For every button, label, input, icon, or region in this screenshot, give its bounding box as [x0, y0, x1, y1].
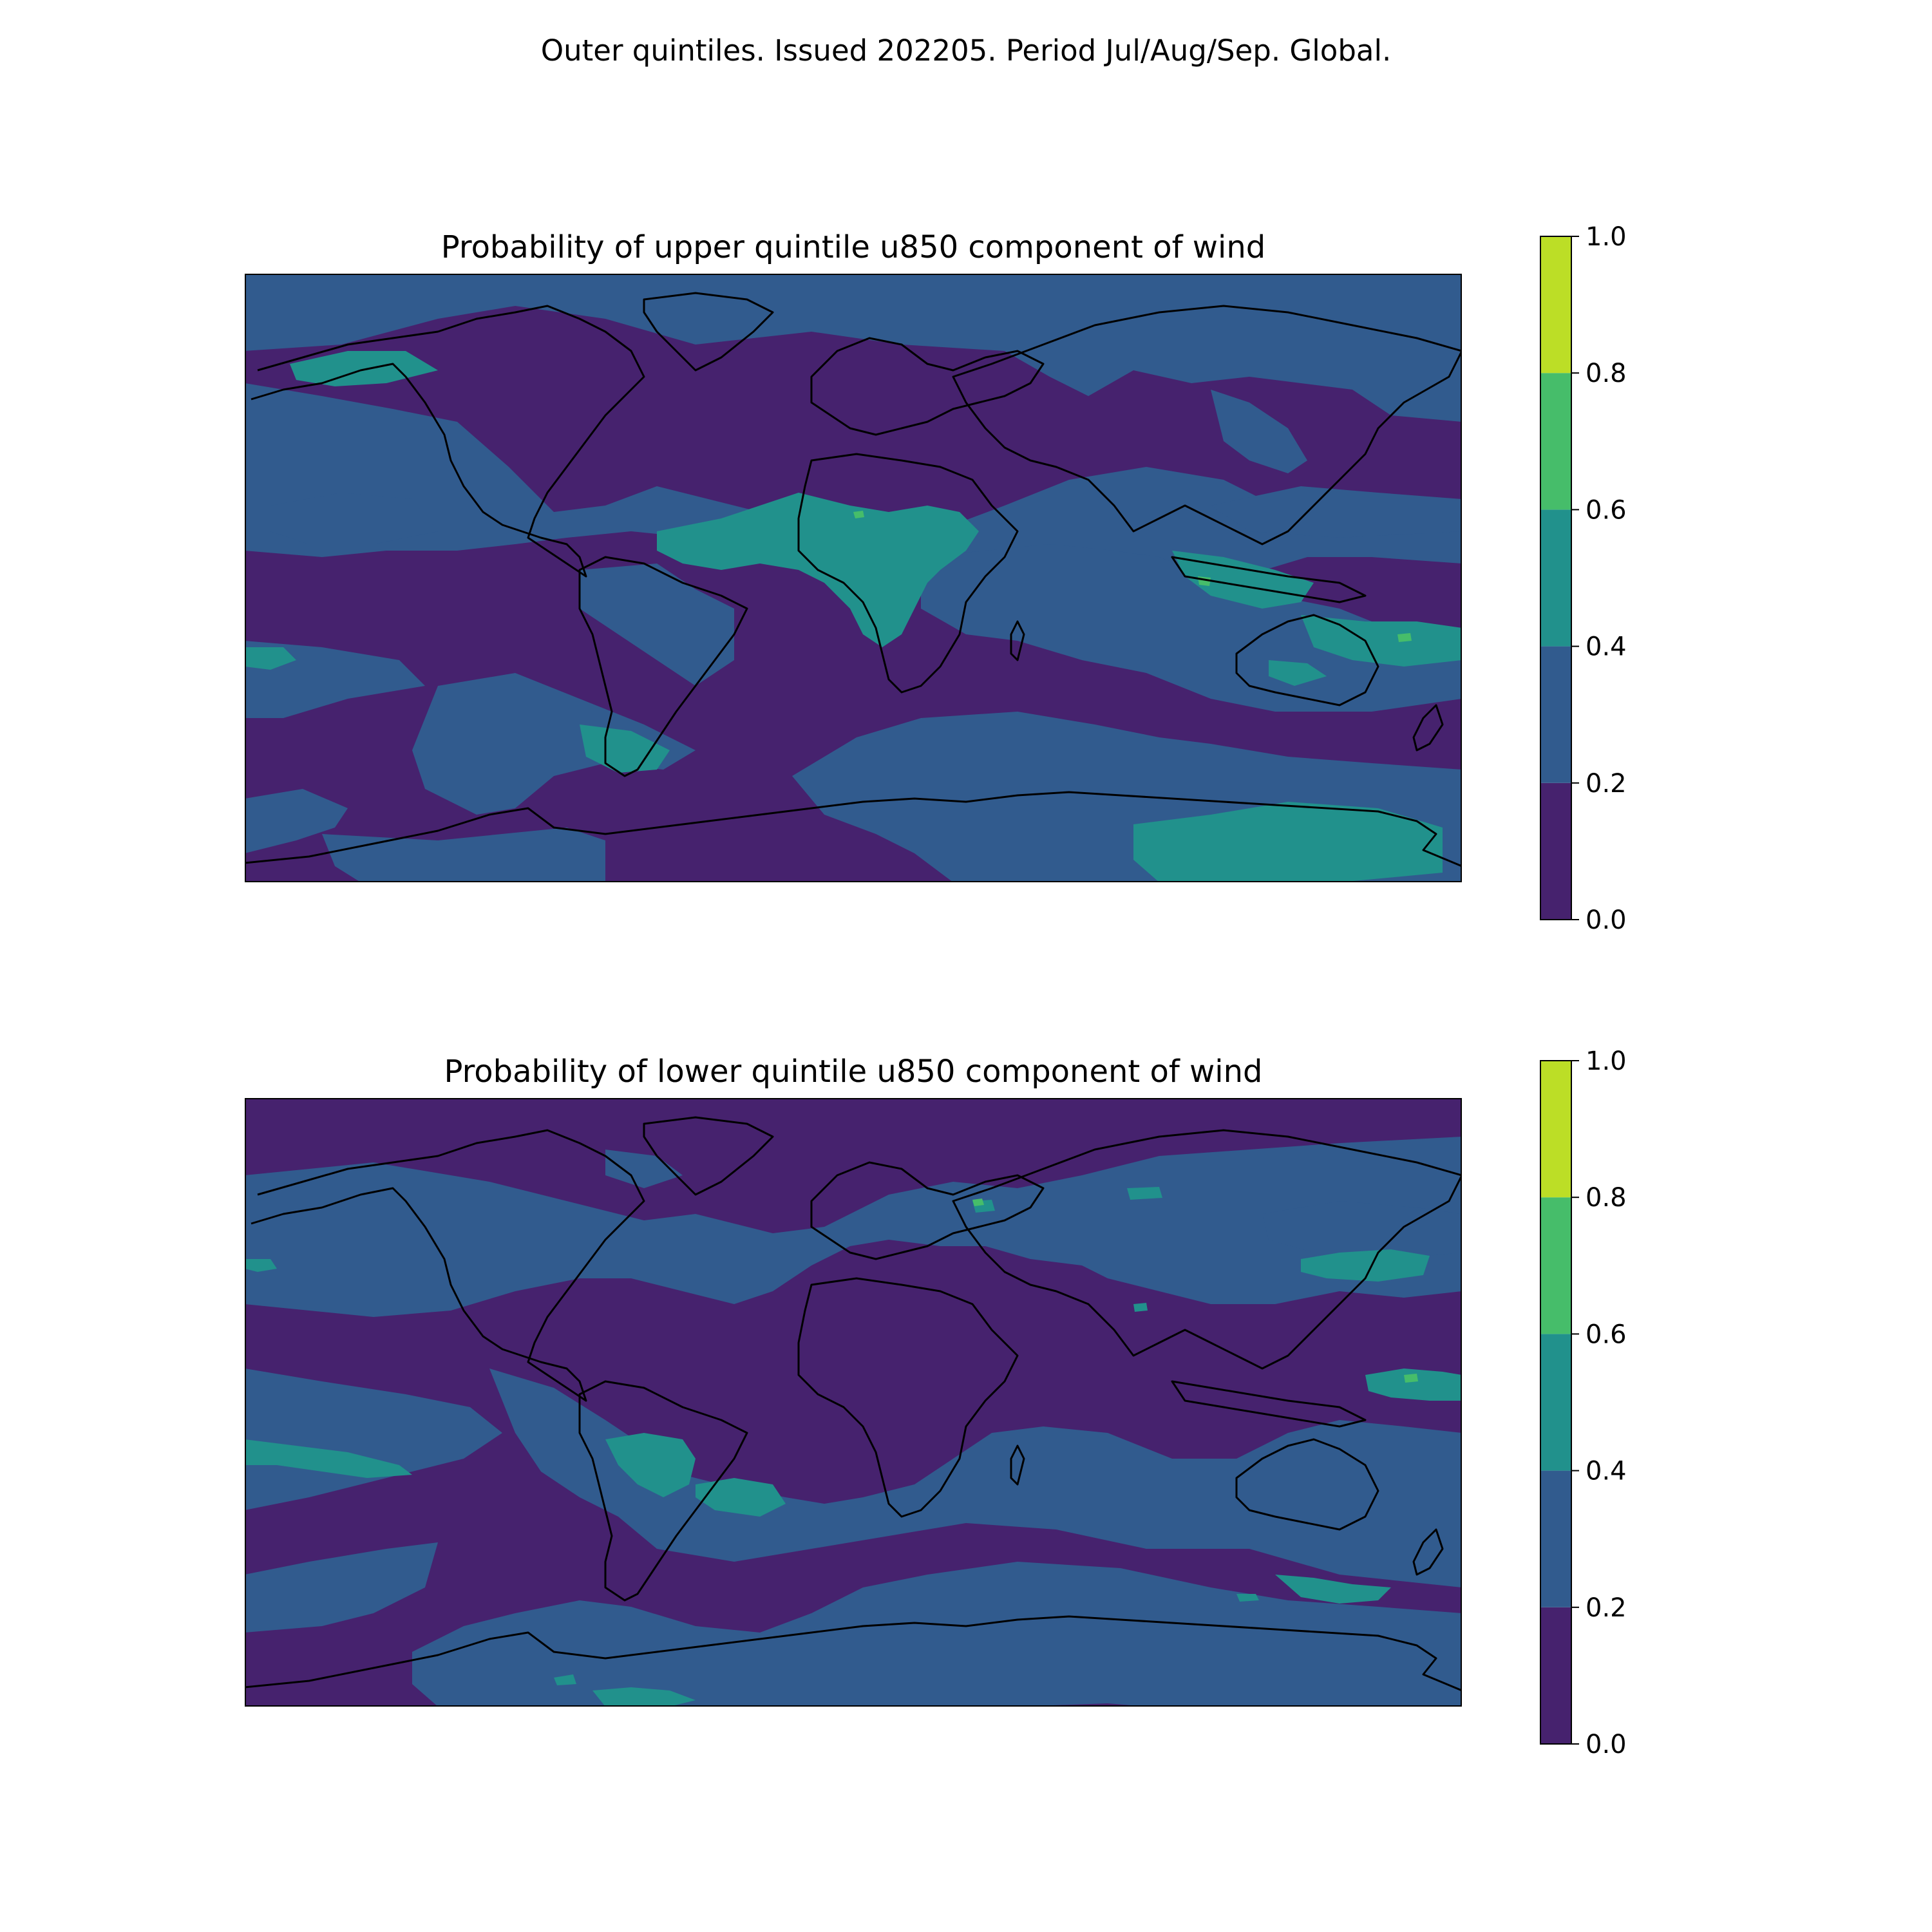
figure-title: Outer quintiles. Issued 202205. Period J…: [540, 33, 1392, 68]
colorbar-bin-0: [1540, 782, 1571, 920]
colorbar-bin-3: [1540, 373, 1571, 510]
colorbar-tick-label: 0.0: [1586, 1730, 1627, 1759]
colorbar-bin-1: [1540, 1470, 1571, 1607]
coastlines: [245, 292, 1462, 867]
colorbar-bin-1: [1540, 646, 1571, 783]
colorbar-bin-0: [1540, 1607, 1571, 1744]
lower-quintile-map: [245, 1098, 1462, 1707]
colorbar-frame: [1540, 1060, 1572, 1745]
colorbar-tick-label: 0.4: [1586, 632, 1627, 662]
coastlines: [245, 1116, 1462, 1692]
band-0.6-0.8: [853, 511, 1412, 642]
colorbar-tick-label: 1.0: [1586, 1046, 1627, 1076]
colorbar-tick-label: 0.6: [1586, 1320, 1627, 1349]
map-frame: [245, 1098, 1462, 1707]
map-frame: [245, 274, 1462, 882]
upper-quintile-colorbar: 0.0 0.2 0.4 0.6 0.8 1.0: [1540, 222, 1627, 935]
upper-quintile-map: [245, 274, 1462, 882]
colorbar-bin-4: [1540, 236, 1571, 374]
colorbar-tick-label: 0.6: [1586, 495, 1627, 525]
band-0.4-0.6: [245, 1187, 1462, 1707]
colorbar-bin-2: [1540, 1334, 1571, 1471]
colorbar-bin-2: [1540, 509, 1571, 647]
colorbar-bin-4: [1540, 1061, 1571, 1198]
lower-quintile-title: Probability of lower quintile u850 compo…: [444, 1054, 1263, 1090]
colorbar-frame: [1540, 236, 1572, 920]
band-0.6-0.8: [972, 1198, 1418, 1383]
colorbar-tick-label: 0.4: [1586, 1457, 1627, 1486]
colorbar-tick-label: 0.8: [1586, 1183, 1627, 1213]
colorbar-tick-label: 0.2: [1586, 769, 1627, 799]
colorbar-tick-label: 0.2: [1586, 1593, 1627, 1623]
upper-quintile-title: Probability of upper quintile u850 compo…: [440, 229, 1266, 265]
colorbar-tick-label: 0.8: [1586, 359, 1627, 388]
colorbar-bin-3: [1540, 1197, 1571, 1334]
band-0.2-0.4: [245, 1137, 1462, 1707]
lower-quintile-colorbar: 0.0 0.2 0.4 0.6 0.8 1.0: [1540, 1046, 1627, 1759]
colorbar-tick-label: 1.0: [1586, 222, 1627, 252]
colorbar-tick-label: 0.0: [1586, 905, 1627, 935]
